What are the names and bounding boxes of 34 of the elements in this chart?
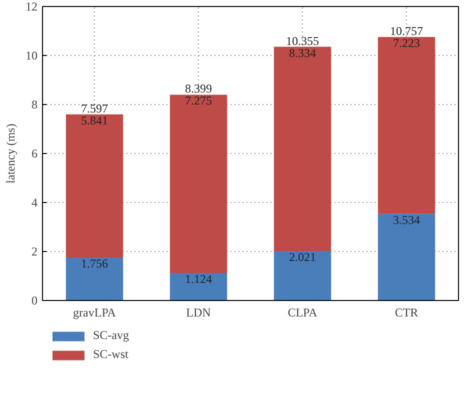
data-label: 5.841 [81,113,108,128]
bar [170,272,228,300]
y-tick-label: 8 [32,98,38,112]
bar [66,114,124,258]
data-label: 2.021 [289,250,316,264]
bar [66,257,124,300]
data-label: 8.334 [289,46,316,60]
x-tick-label: gravLPA [73,306,116,320]
y-tick-label: 0 [32,294,38,308]
bar [378,214,436,300]
total-label: 7.597 [81,101,108,116]
x-tick-label: LDN [186,306,212,320]
y-tick-label: 10 [26,48,38,62]
x-tick-label: CTR [394,306,418,320]
y-tick-label: 6 [32,146,38,160]
total-label: 10.355 [286,34,319,48]
bar [378,36,436,214]
data-label: 7.223 [393,36,420,50]
bar [274,250,332,300]
y-axis-title: latency (ms) [4,124,18,184]
data-label: 1.756 [81,256,108,270]
bar [170,94,228,273]
x-tick-label: CLPA [288,306,318,320]
y-tick-label: 4 [32,196,38,210]
bar [274,46,332,251]
data-label: 7.275 [185,94,212,108]
total-label: 10.757 [390,24,423,38]
y-tick-label: 12 [26,0,38,14]
legend-label: SC-wst [93,347,128,362]
total-label: 8.399 [185,82,212,96]
data-label: 1.124 [185,272,212,286]
data-label: 3.534 [393,212,420,227]
y-tick-label: 2 [32,244,38,258]
legend-label: SC-avg [93,328,129,343]
